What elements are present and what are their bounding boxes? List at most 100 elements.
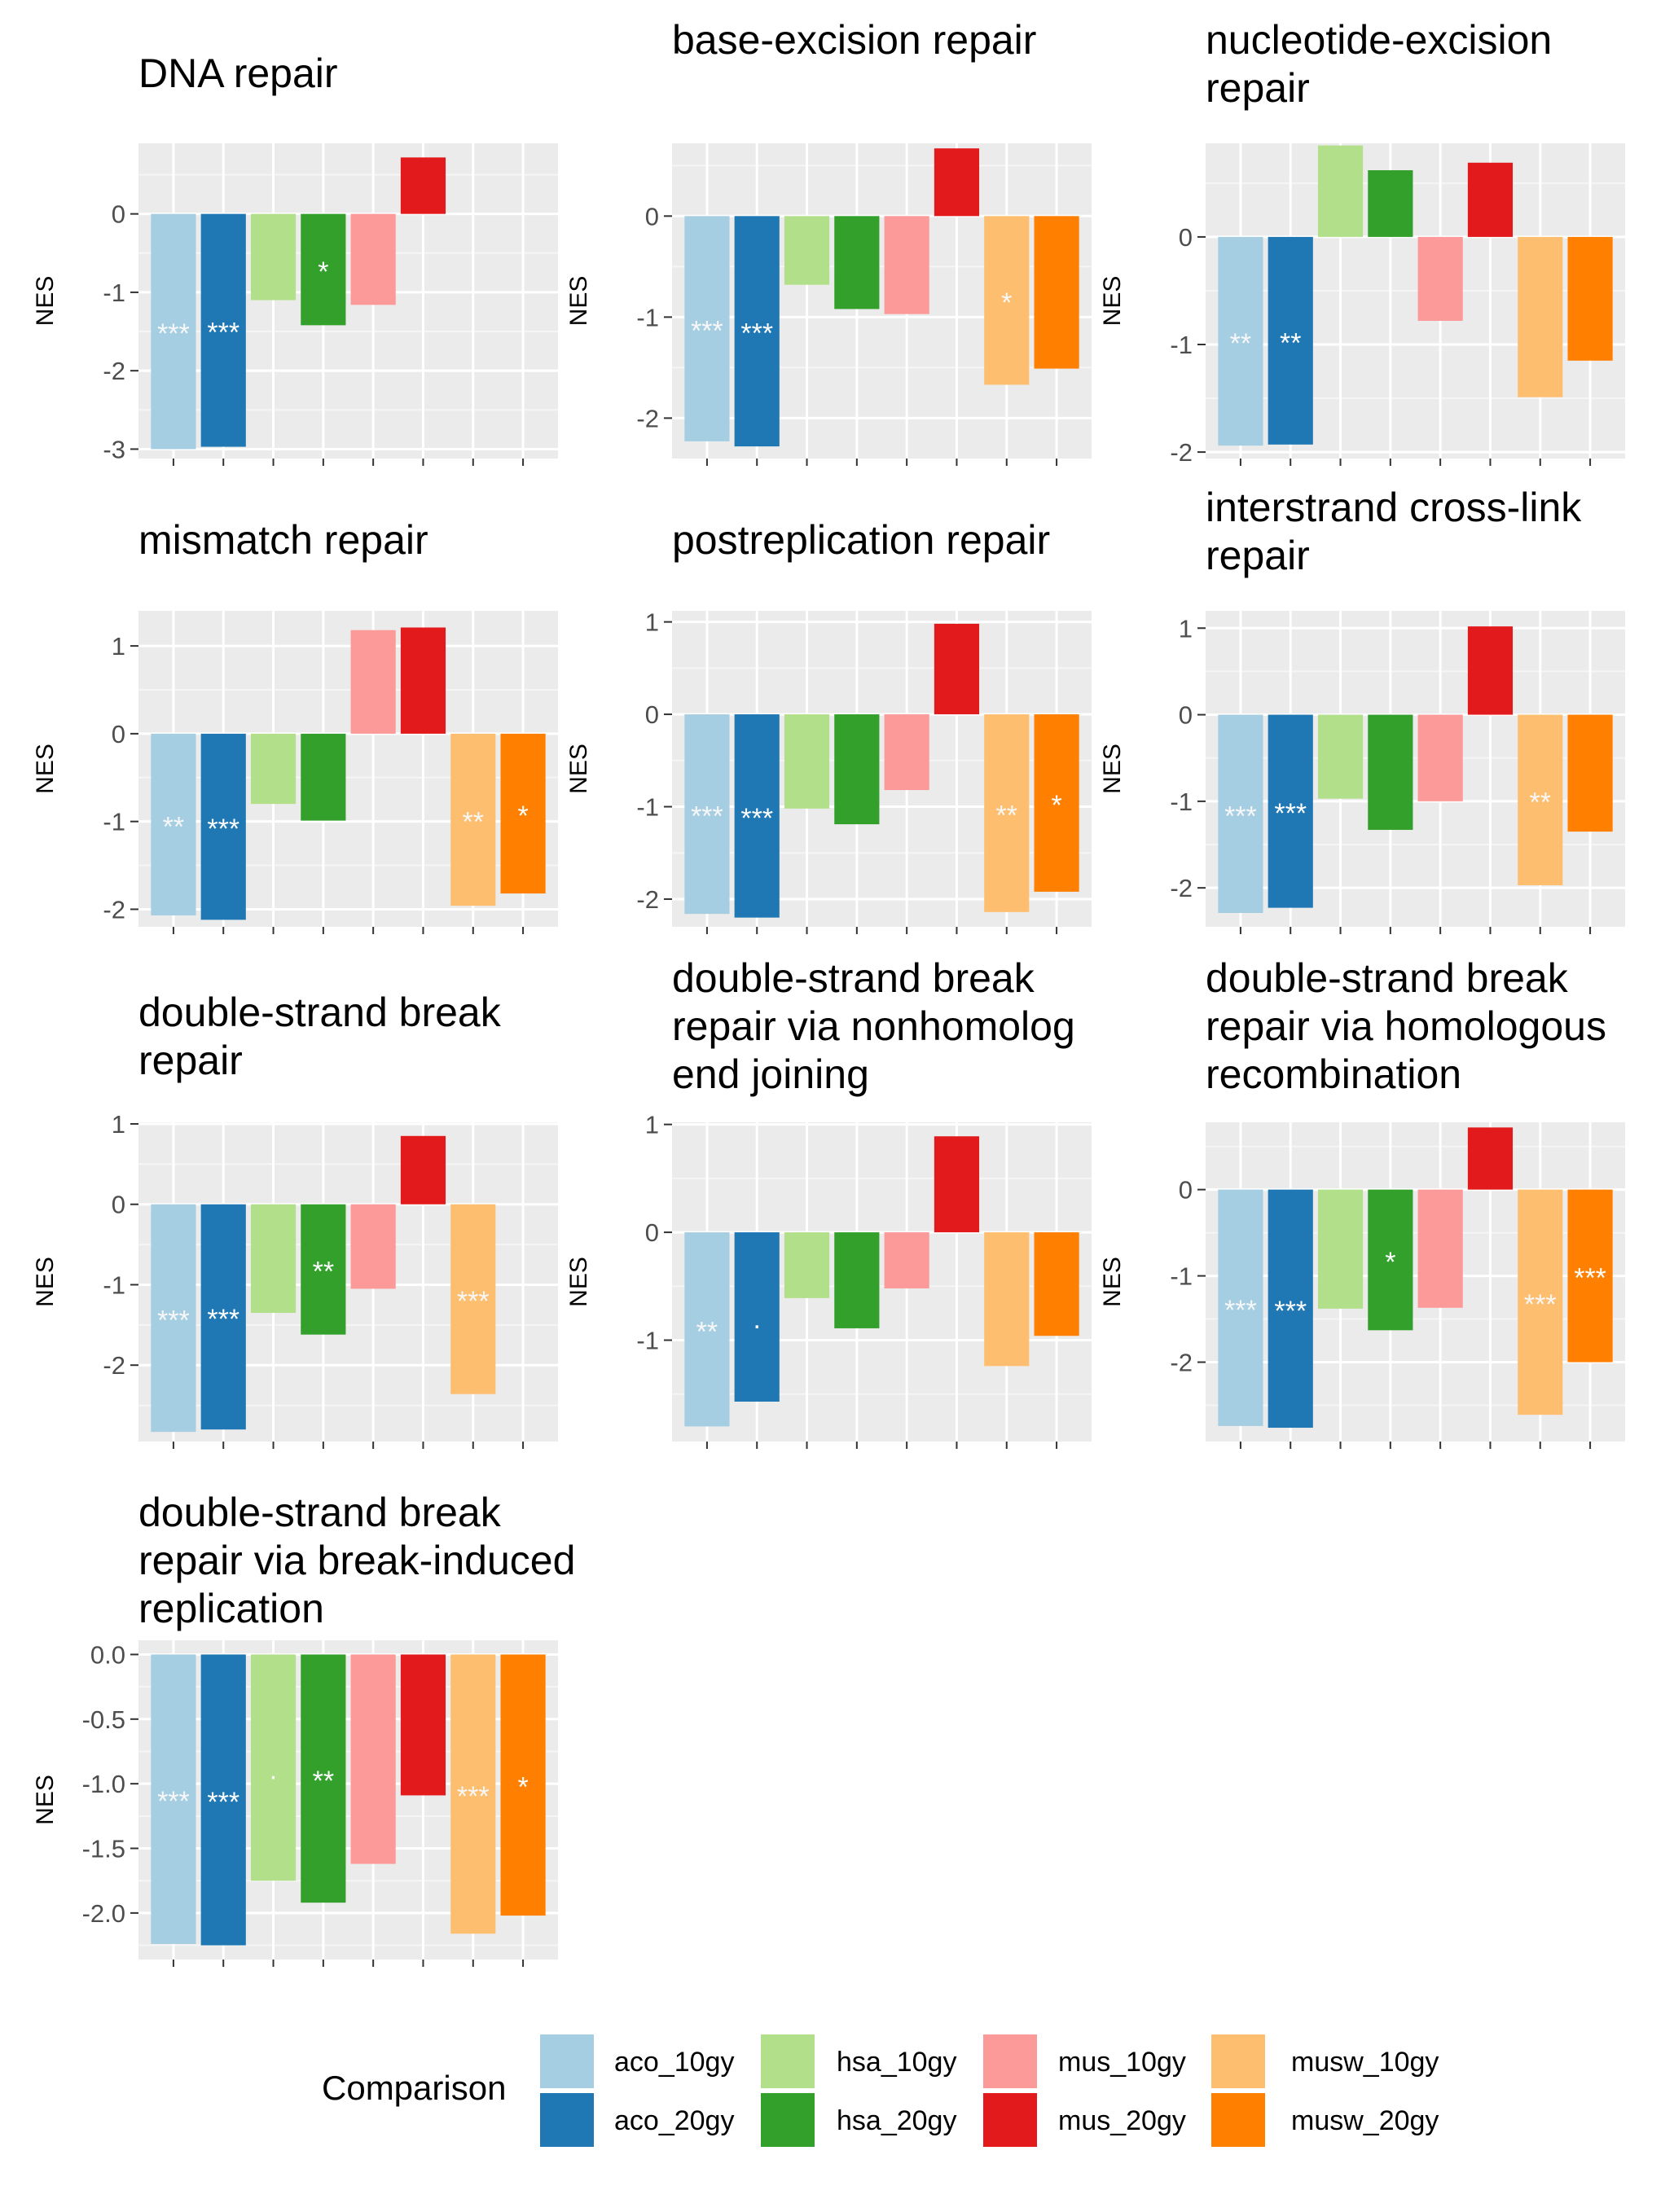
bar-aco_10gy [1218, 236, 1263, 446]
legend-key-mus_20gy [983, 2093, 1037, 2147]
panel-title: repair via nonhomolog [672, 1003, 1075, 1049]
y-axis-title: NES [1099, 276, 1126, 327]
legend-key-aco_10gy [540, 2034, 594, 2088]
significance-label: ** [696, 1316, 718, 1347]
panel-title: repair [1206, 533, 1310, 578]
bar-mus_20gy [400, 157, 446, 214]
bar-hsa_20gy [301, 1204, 346, 1335]
significance-label: *** [457, 1286, 490, 1317]
bar-hsa_20gy [301, 213, 346, 326]
significance-label: * [517, 1772, 528, 1803]
bar-musw_10gy [450, 1204, 496, 1394]
y-tick-label: -1 [1170, 788, 1193, 816]
panel-title: repair via break-induced [138, 1538, 575, 1583]
bar-aco_10gy [1218, 1189, 1263, 1426]
y-tick-label: -1 [103, 808, 125, 836]
y-tick-label: -2 [1170, 1349, 1193, 1377]
legend-label: musw_20gy [1291, 2105, 1439, 2136]
y-tick-label: -2 [103, 357, 125, 385]
significance-label: *** [691, 801, 723, 832]
legend-key-aco_20gy [540, 2093, 594, 2147]
bar-hsa_10gy [1317, 714, 1364, 799]
panel-title: mismatch repair [138, 517, 428, 563]
bar-aco_10gy [684, 216, 730, 441]
bar-musw_20gy [500, 733, 546, 894]
legend-label: mus_10gy [1058, 2047, 1186, 2078]
panel-title: replication [138, 1586, 324, 1631]
legend-label: mus_20gy [1058, 2105, 1186, 2136]
significance-label: ** [313, 1257, 334, 1288]
y-tick-label: -1 [636, 303, 659, 331]
significance-label: *** [740, 318, 773, 349]
panel-title: end joining [672, 1051, 869, 1097]
y-tick-label: -1 [1170, 1262, 1193, 1291]
y-tick-label: 1 [112, 1110, 125, 1139]
bar-aco_20gy [200, 1204, 246, 1430]
y-tick-label: -2 [103, 1351, 125, 1380]
y-tick-label: -1 [103, 279, 125, 307]
bar-aco_20gy [1268, 236, 1313, 445]
bar-musw_20gy [1034, 1232, 1079, 1336]
bar-mus_10gy [350, 1204, 396, 1289]
panel-title: repair via homologous [1206, 1003, 1606, 1049]
bar-mus_20gy [400, 1135, 446, 1205]
significance-label: *** [207, 318, 239, 349]
y-tick-label: 1 [1179, 614, 1193, 643]
bar-aco_20gy [200, 213, 246, 447]
bar-musw_10gy [984, 216, 1030, 385]
significance-label: *** [157, 1786, 190, 1817]
bar-hsa_20gy [834, 714, 880, 825]
panel-title: repair [1206, 65, 1310, 111]
y-axis-title: NES [32, 1257, 59, 1307]
bar-mus_20gy [1467, 1127, 1514, 1190]
panel-title: double-strand break [1206, 955, 1569, 1001]
bar-musw_20gy [500, 1654, 546, 1916]
significance-label: ** [163, 811, 184, 842]
bar-aco_10gy [151, 733, 196, 915]
y-tick-label: -1.0 [82, 1770, 125, 1798]
panel-title: recombination [1206, 1051, 1461, 1097]
bar-mus_20gy [400, 627, 446, 734]
legend-key-musw_20gy [1211, 2093, 1265, 2147]
bar-mus_10gy [884, 714, 929, 791]
panel-title: postreplication repair [672, 517, 1050, 563]
panel-title: interstrand cross-link [1206, 485, 1582, 530]
significance-label: *** [1224, 1295, 1257, 1326]
y-tick-label: 0 [645, 202, 659, 230]
y-tick-label: -1 [1170, 331, 1193, 359]
bar-musw_20gy [1567, 1189, 1613, 1363]
bar-hsa_10gy [250, 213, 297, 301]
bar-mus_10gy [350, 213, 396, 305]
y-tick-label: 0.0 [90, 1640, 125, 1669]
bar-hsa_10gy [250, 733, 297, 805]
bar-aco_20gy [200, 1654, 246, 1946]
y-axis-title: NES [32, 744, 59, 794]
y-tick-label: 0 [112, 200, 125, 229]
legend: Comparison aco_10gy aco_20gy hsa_10gy hsa_20… [322, 2034, 1439, 2147]
y-axis-title: NES [32, 276, 59, 327]
bar-mus_20gy [1467, 162, 1514, 237]
significance-label: *** [157, 318, 190, 349]
y-tick-label: 0 [1179, 701, 1193, 730]
legend-key-hsa_10gy [761, 2034, 815, 2088]
bar-aco_10gy [151, 213, 196, 450]
bar-hsa_20gy [301, 1654, 346, 1903]
y-tick-label: 0 [112, 720, 125, 748]
bar-aco_10gy [151, 1654, 196, 1944]
significance-label: ** [313, 1766, 334, 1797]
panel-title: double-strand break [138, 990, 502, 1035]
bar-hsa_20gy [834, 216, 880, 309]
legend-label: aco_20gy [614, 2105, 734, 2136]
bar-hsa_10gy [1317, 145, 1364, 237]
bar-musw_10gy [450, 733, 496, 906]
significance-label: ** [996, 800, 1017, 831]
y-axis-title: NES [1099, 1257, 1126, 1307]
significance-label: *** [1274, 798, 1307, 829]
bar-hsa_20gy [1368, 714, 1413, 830]
y-tick-label: -2 [636, 885, 659, 914]
bar-aco_10gy [684, 1232, 730, 1427]
